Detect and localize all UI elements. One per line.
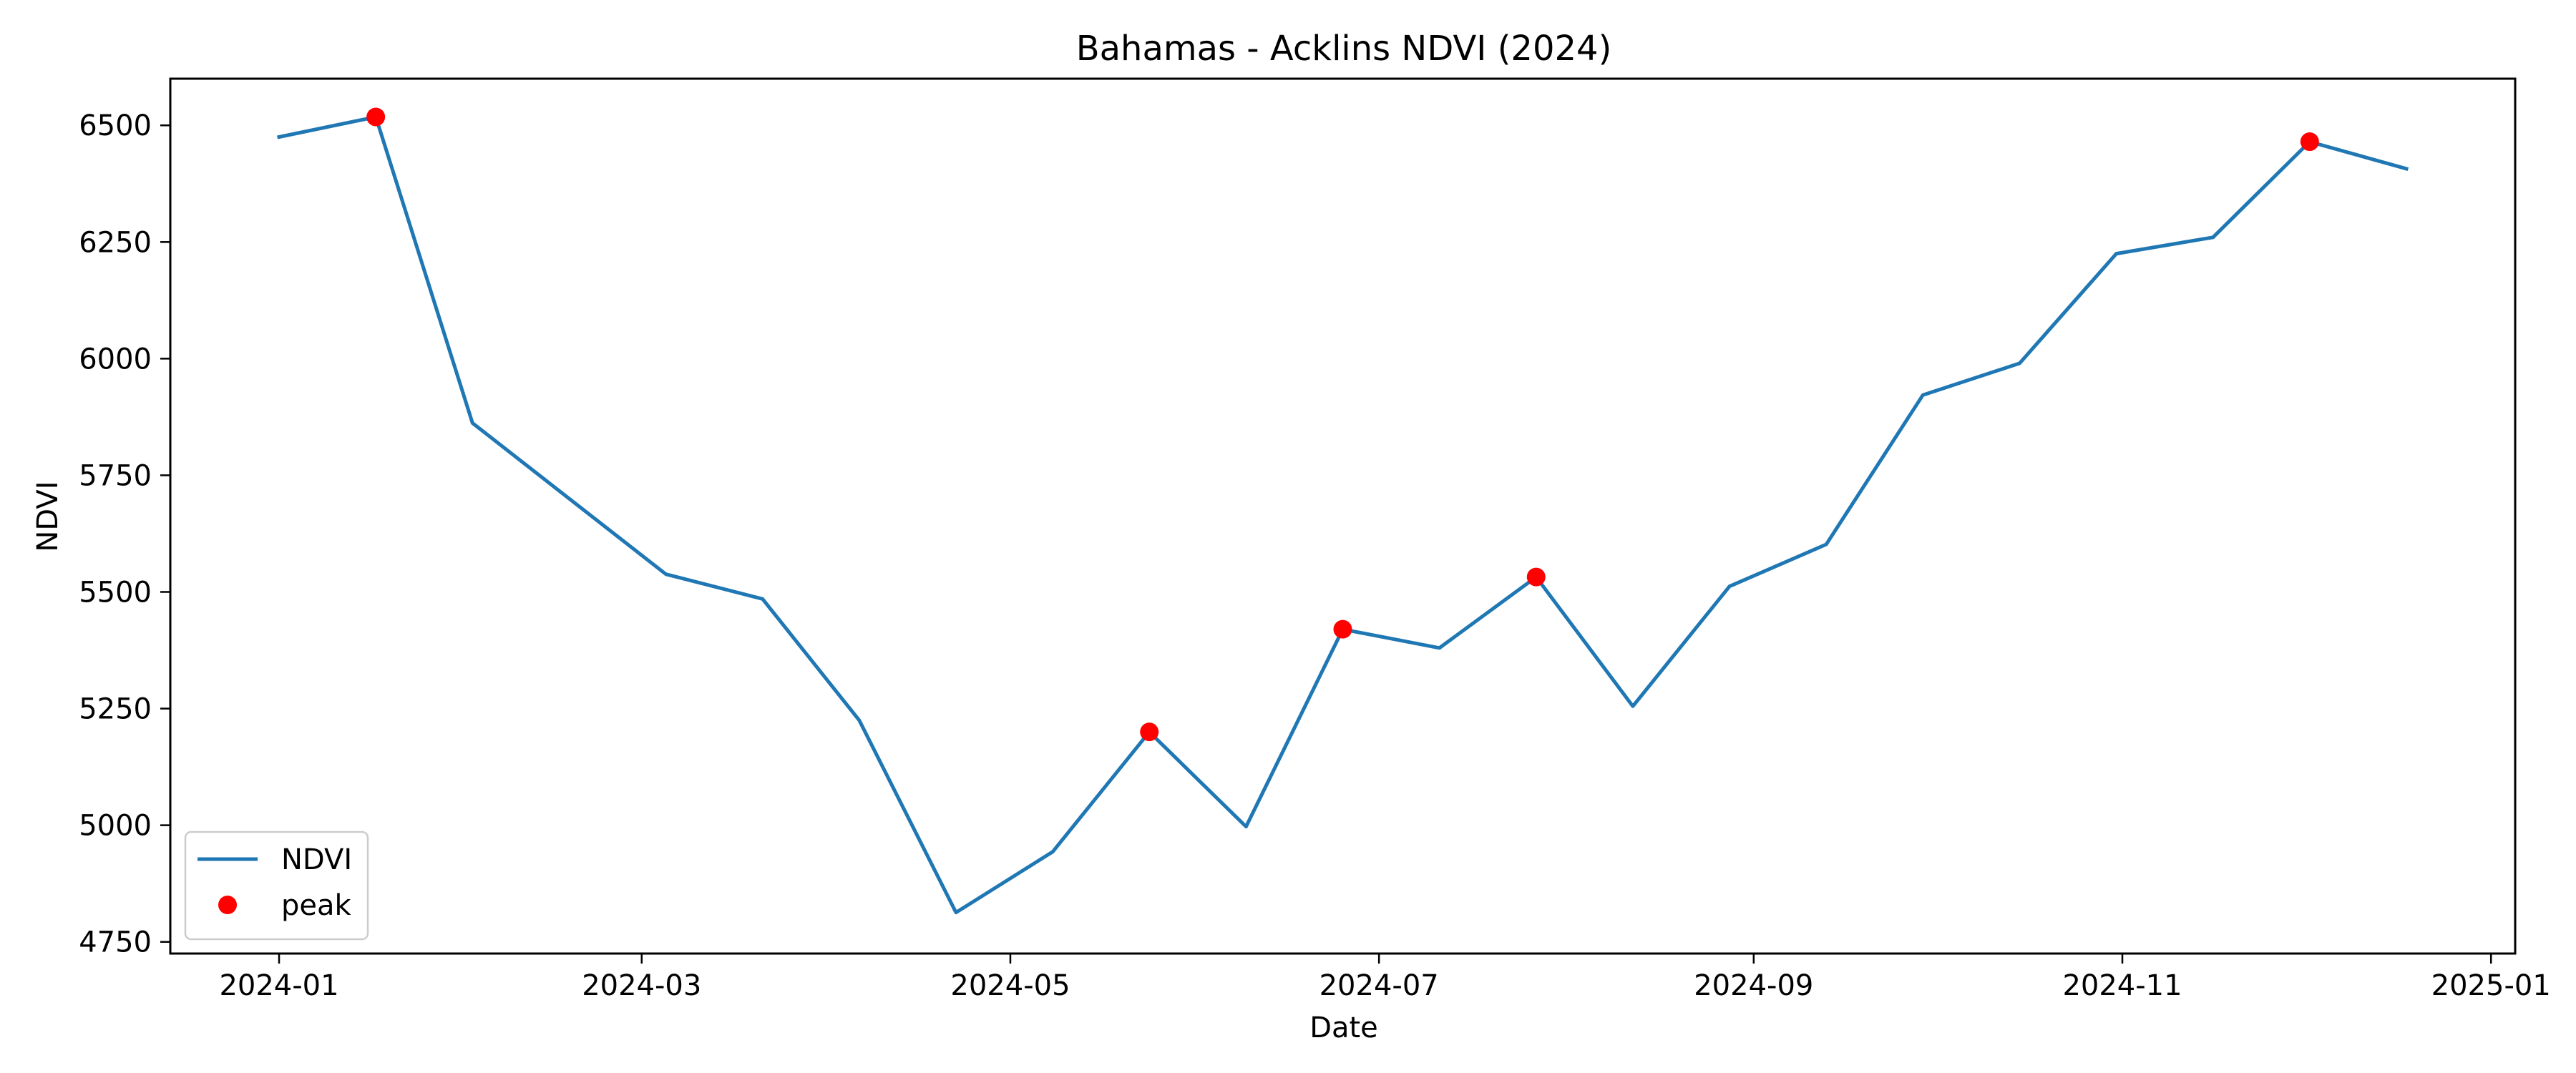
axis-ticks: 2024-01 2024-03 2024-05 2024-07 2024-09 2024-… bbox=[79, 109, 2551, 1002]
y-tick-label: 4750 bbox=[79, 926, 152, 959]
x-tick-label: 2024-07 bbox=[1319, 969, 1439, 1002]
legend-label: peak bbox=[281, 889, 352, 922]
legend-label: NDVI bbox=[281, 843, 352, 876]
x-axis-title: Date bbox=[1309, 1011, 1378, 1044]
y-tick-label: 6500 bbox=[79, 109, 152, 142]
x-tick-label: 2024-01 bbox=[219, 969, 338, 1002]
y-axis-title: NDVI bbox=[31, 481, 64, 552]
y-tick-label: 5500 bbox=[79, 576, 152, 609]
x-tick-label: 2024-11 bbox=[2062, 969, 2182, 1002]
y-tick-label: 5000 bbox=[79, 810, 152, 843]
y-tick-label: 6000 bbox=[79, 343, 152, 376]
peak-point bbox=[2300, 132, 2319, 152]
legend-swatch-peak bbox=[218, 896, 237, 914]
legend: NDVI peak bbox=[184, 831, 369, 941]
peak-point bbox=[1140, 722, 1159, 742]
y-tick-label: 6250 bbox=[79, 226, 152, 259]
peak-point bbox=[1526, 567, 1546, 587]
peak-point bbox=[1333, 619, 1352, 639]
y-tick-label: 5250 bbox=[79, 693, 152, 726]
chart-title: Bahamas - Acklins NDVI (2024) bbox=[1076, 29, 1612, 69]
x-tick-label: 2024-05 bbox=[950, 969, 1070, 1002]
x-tick-label: 2024-09 bbox=[1694, 969, 1813, 1002]
y-tick-label: 5750 bbox=[79, 459, 152, 492]
plot-frame bbox=[169, 77, 2517, 955]
plot-marks bbox=[277, 107, 2409, 915]
x-tick-label: 2025-01 bbox=[2431, 969, 2551, 1002]
peak-point bbox=[366, 107, 386, 127]
ndvi-series-line bbox=[277, 115, 2409, 915]
x-tick-label: 2024-03 bbox=[582, 969, 701, 1002]
